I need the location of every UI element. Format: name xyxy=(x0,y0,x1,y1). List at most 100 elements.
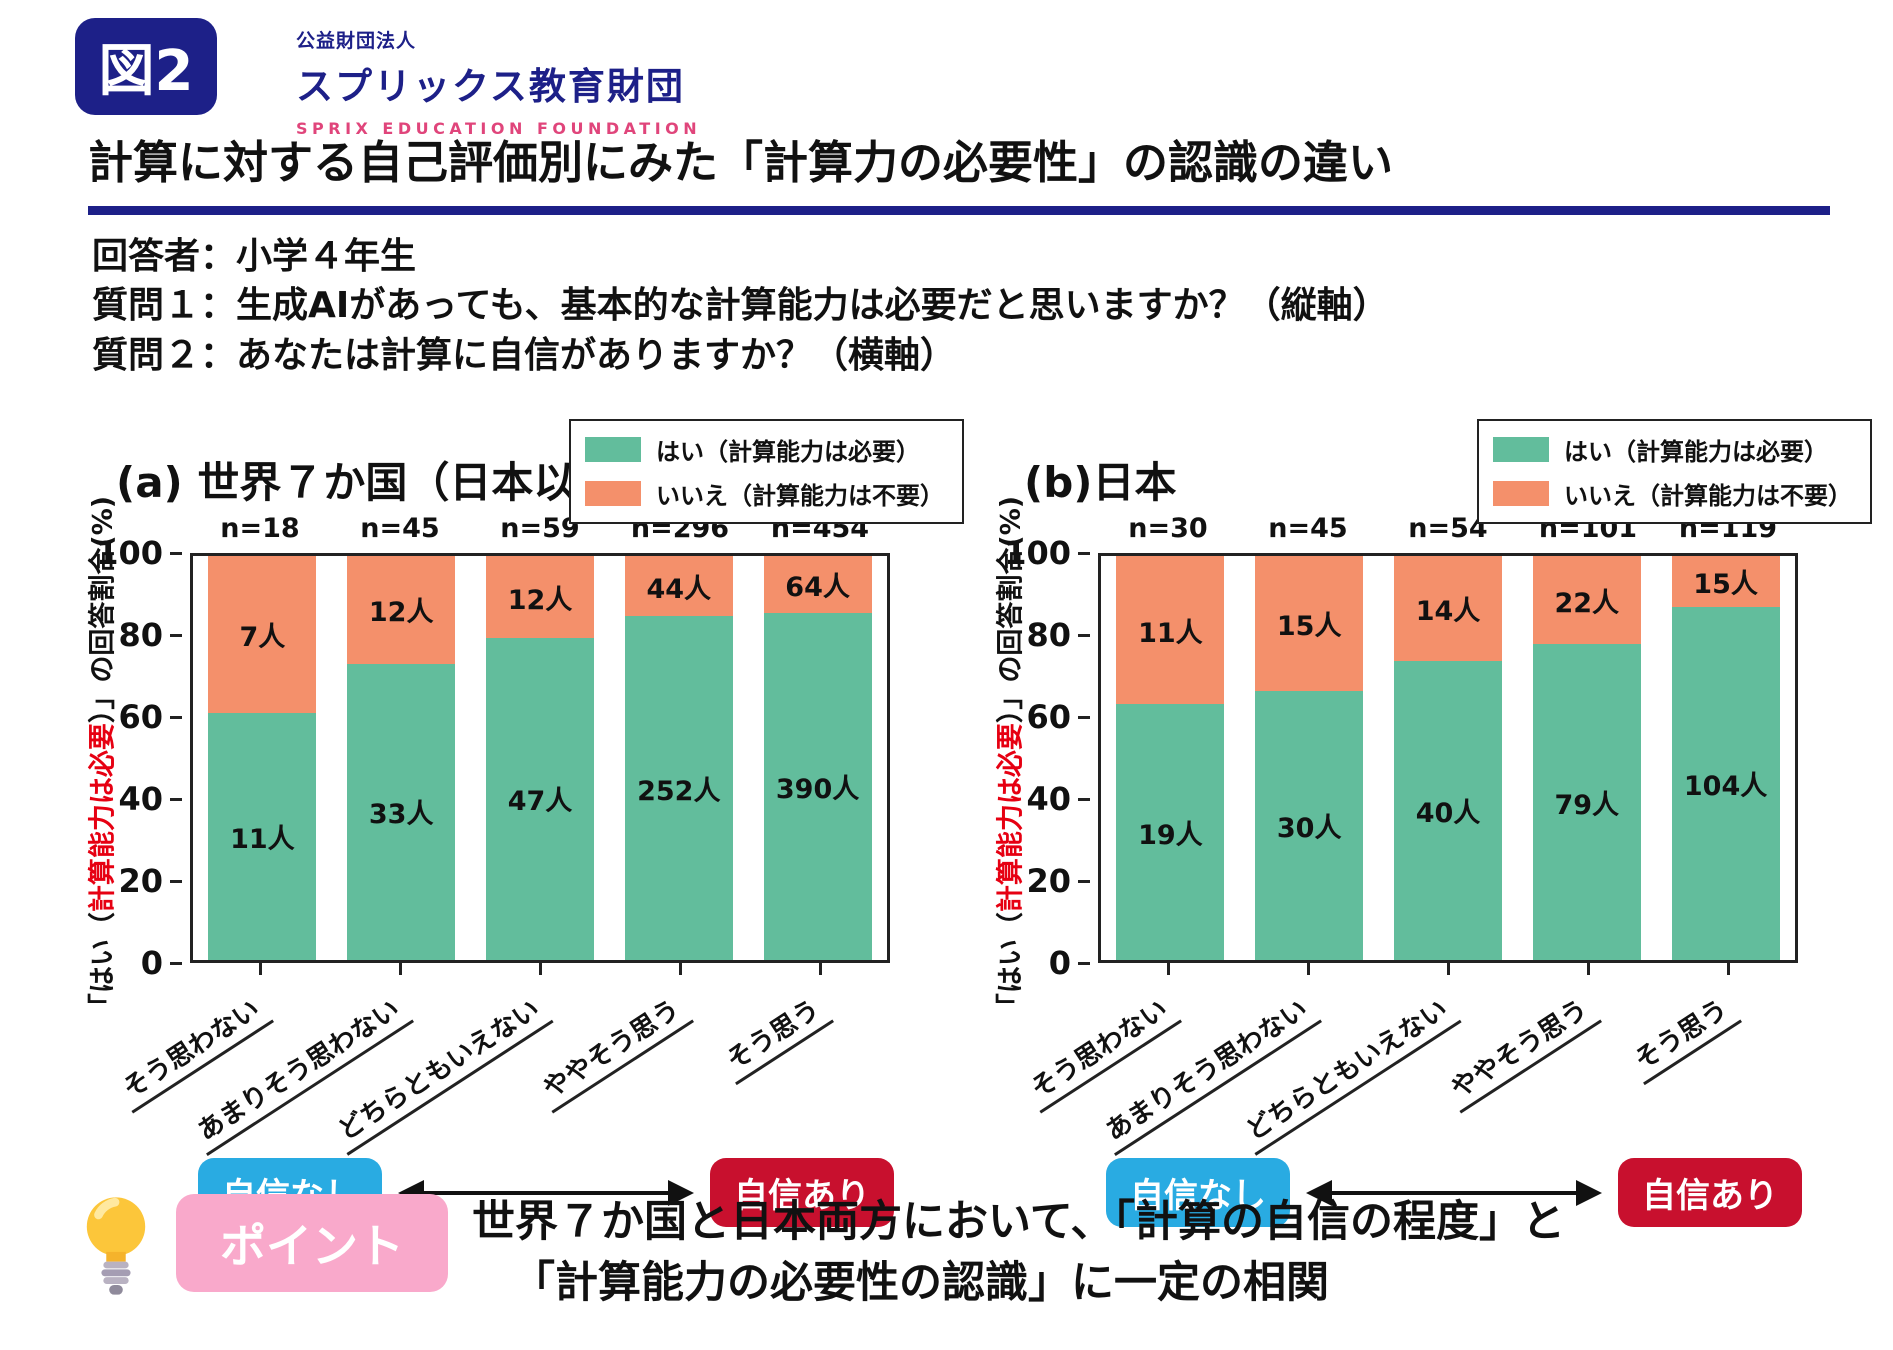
arrow-shaft xyxy=(1332,1190,1576,1195)
x-tick-mark xyxy=(539,963,542,975)
x-tick-mark xyxy=(819,963,822,975)
respondent-line: 回答者：小学４年生 xyxy=(92,236,417,277)
bar-5: 64人 390人 xyxy=(748,556,887,960)
y-tick-mark xyxy=(170,797,182,801)
segment-no: 15人 xyxy=(1255,556,1364,691)
segment-no: 14人 xyxy=(1393,556,1502,661)
chart-world-header: (a) 世界７か国（日本以外） はい（計算能力は必要） いいえ（計算能力は不要） xyxy=(70,419,978,524)
x-tick-label: ややそう思う xyxy=(529,985,694,1114)
segment-no: 11人 xyxy=(1116,556,1225,705)
stacked-bar: 14人 40人 xyxy=(1393,556,1502,960)
segment-yes: 390人 xyxy=(763,612,872,960)
bar-1: 11人 19人 xyxy=(1101,556,1240,960)
stacked-bar: 12人 47人 xyxy=(485,556,594,960)
y-tick-label: 40 xyxy=(1026,780,1071,818)
n-row: n=30 n=45 n=54 n=101 n=119 xyxy=(1098,513,1798,544)
x-tick-label: ややそう思う xyxy=(1437,985,1602,1114)
plot-area: 7人 11人 12人 33人 12人 47人 44人 252人 64人 390人 xyxy=(190,553,890,963)
y-tick-label: 100 xyxy=(96,534,163,572)
chart-world-title: (a) 世界７か国（日本以外） xyxy=(116,458,660,507)
x-tick-mark xyxy=(1307,963,1310,975)
segment-no: 22人 xyxy=(1532,556,1641,645)
legend-label-no: いいえ（計算能力は不要） xyxy=(1564,482,1852,510)
n-label: n=45 xyxy=(1268,513,1348,544)
y-tick-label: 40 xyxy=(118,780,163,818)
stacked-bar: 15人 104人 xyxy=(1671,556,1780,960)
x-tick-mark xyxy=(1167,963,1170,975)
y-tick-mark xyxy=(1078,633,1090,637)
n-label: n=54 xyxy=(1408,513,1488,544)
y-tick-mark xyxy=(170,633,182,637)
y-tick-mark xyxy=(170,551,182,555)
y-tick: 80 xyxy=(118,616,182,654)
bar-1: 7人 11人 xyxy=(193,556,332,960)
segment-no: 12人 xyxy=(347,556,456,664)
legend-label-yes: はい（計算能力は必要） xyxy=(656,438,920,466)
point-section: ポイント 世界７か国と日本両方において、「計算の自信の程度」と 「計算能力の必要… xyxy=(80,1190,1565,1314)
point-text-line1: 世界７か国と日本両方において、「計算の自信の程度」と xyxy=(472,1197,1566,1247)
lightbulb-icon xyxy=(80,1192,152,1306)
figure-number-box: 図2 xyxy=(75,18,217,115)
stacked-bar: 15人 30人 xyxy=(1255,556,1364,960)
segment-yes: 30人 xyxy=(1255,690,1364,960)
legend-swatch-orange xyxy=(1493,481,1549,506)
no-confidence-badge: 自信なし xyxy=(1106,1158,1290,1227)
y-tick: 20 xyxy=(118,862,182,900)
survey-description: 回答者：小学４年生 質問１：生成AIがあっても、基本的な計算能力は必要だと思いま… xyxy=(92,232,1389,380)
bar-4: 22人 79人 xyxy=(1517,556,1656,960)
n-label: n=45 xyxy=(360,513,440,544)
segment-yes: 47人 xyxy=(485,638,594,960)
y-tick: 40 xyxy=(118,780,182,818)
x-tick-mark xyxy=(1587,963,1590,975)
chart-japan: (b)日本 はい（計算能力は必要） いいえ（計算能力は不要） 「はい（計算能力は… xyxy=(978,419,1886,1227)
charts-row: (a) 世界７か国（日本以外） はい（計算能力は必要） いいえ（計算能力は不要）… xyxy=(70,419,1893,1227)
y-tick-label: 100 xyxy=(1004,534,1071,572)
segment-yes: 252人 xyxy=(624,616,733,960)
chart-japan-body: 「はい（計算能力は必要）」の回答割合(%) 100 80 60 40 20 0 n=30 n… xyxy=(978,496,1886,1227)
y-ticks: 100 80 60 40 20 0 xyxy=(70,534,182,982)
question2-line: 質問２：あなたは計算に自信がありますか？（横軸） xyxy=(92,334,957,376)
bar-2: 15人 30人 xyxy=(1240,556,1379,960)
legend: はい（計算能力は必要） いいえ（計算能力は不要） xyxy=(569,419,964,524)
legend-swatch-green xyxy=(1493,437,1549,462)
legend-item-no: いいえ（計算能力は不要） xyxy=(585,476,944,511)
legend-item-yes: はい（計算能力は必要） xyxy=(1493,432,1852,467)
y-tick: 100 xyxy=(1004,534,1090,572)
stacked-bar: 11人 19人 xyxy=(1116,556,1225,960)
y-tick: 80 xyxy=(1026,616,1090,654)
y-tick-mark xyxy=(170,715,182,719)
segment-yes: 104人 xyxy=(1671,606,1780,960)
x-tick-mark xyxy=(679,963,682,975)
legend-swatch-green xyxy=(585,437,641,462)
y-tick-label: 20 xyxy=(1026,862,1071,900)
segment-yes: 40人 xyxy=(1393,660,1502,960)
segment-no: 7人 xyxy=(208,556,317,714)
legend-item-yes: はい（計算能力は必要） xyxy=(585,432,944,467)
point-text: 世界７か国と日本両方において、「計算の自信の程度」と 「計算能力の必要性の認識」… xyxy=(472,1192,1565,1314)
arrowhead-right-icon xyxy=(668,1179,694,1206)
y-tick-label: 0 xyxy=(1048,944,1071,982)
y-tick-mark xyxy=(1078,551,1090,555)
segment-no: 15人 xyxy=(1671,556,1780,607)
x-tick-label: そう思う xyxy=(1621,985,1742,1086)
legend: はい（計算能力は必要） いいえ（計算能力は不要） xyxy=(1477,419,1872,524)
bar-3: 12人 47人 xyxy=(471,556,610,960)
x-tick-mark xyxy=(1727,963,1730,975)
question1-line: 質問１：生成AIがあっても、基本的な計算能力は必要だと思いますか？（縦軸） xyxy=(92,285,1389,327)
x-tick-mark xyxy=(1447,963,1450,975)
y-tick-mark xyxy=(170,961,182,965)
org-type-label: 公益財団法人 xyxy=(296,30,417,52)
chart-world-body: 「はい（計算能力は必要）」の回答割合(%) 100 80 60 40 20 0 n=18 n… xyxy=(70,496,978,1227)
organization-logo: 公益財団法人 スプリックス教育財団 SPRIX EDUCATION FOUNDA… xyxy=(296,26,701,138)
confidence-badge: 自信あり xyxy=(710,1158,894,1227)
y-tick: 20 xyxy=(1026,862,1090,900)
figure-number-label: 図2 xyxy=(98,39,194,104)
arrowhead-left-icon xyxy=(1306,1179,1332,1206)
chart-world: (a) 世界７か国（日本以外） はい（計算能力は必要） いいえ（計算能力は不要）… xyxy=(70,419,978,1227)
point-badge: ポイント xyxy=(176,1194,448,1292)
org-name-label: スプリックス教育財団 xyxy=(296,65,685,108)
point-text-line2: 「計算能力の必要性の認識」に一定の相関 xyxy=(512,1258,1329,1309)
legend-label-yes: はい（計算能力は必要） xyxy=(1564,438,1828,466)
plot-area: 11人 19人 15人 30人 14人 40人 22人 79人 15人 104人 xyxy=(1098,553,1798,963)
chart-japan-header: (b)日本 はい（計算能力は必要） いいえ（計算能力は不要） xyxy=(978,419,1886,524)
